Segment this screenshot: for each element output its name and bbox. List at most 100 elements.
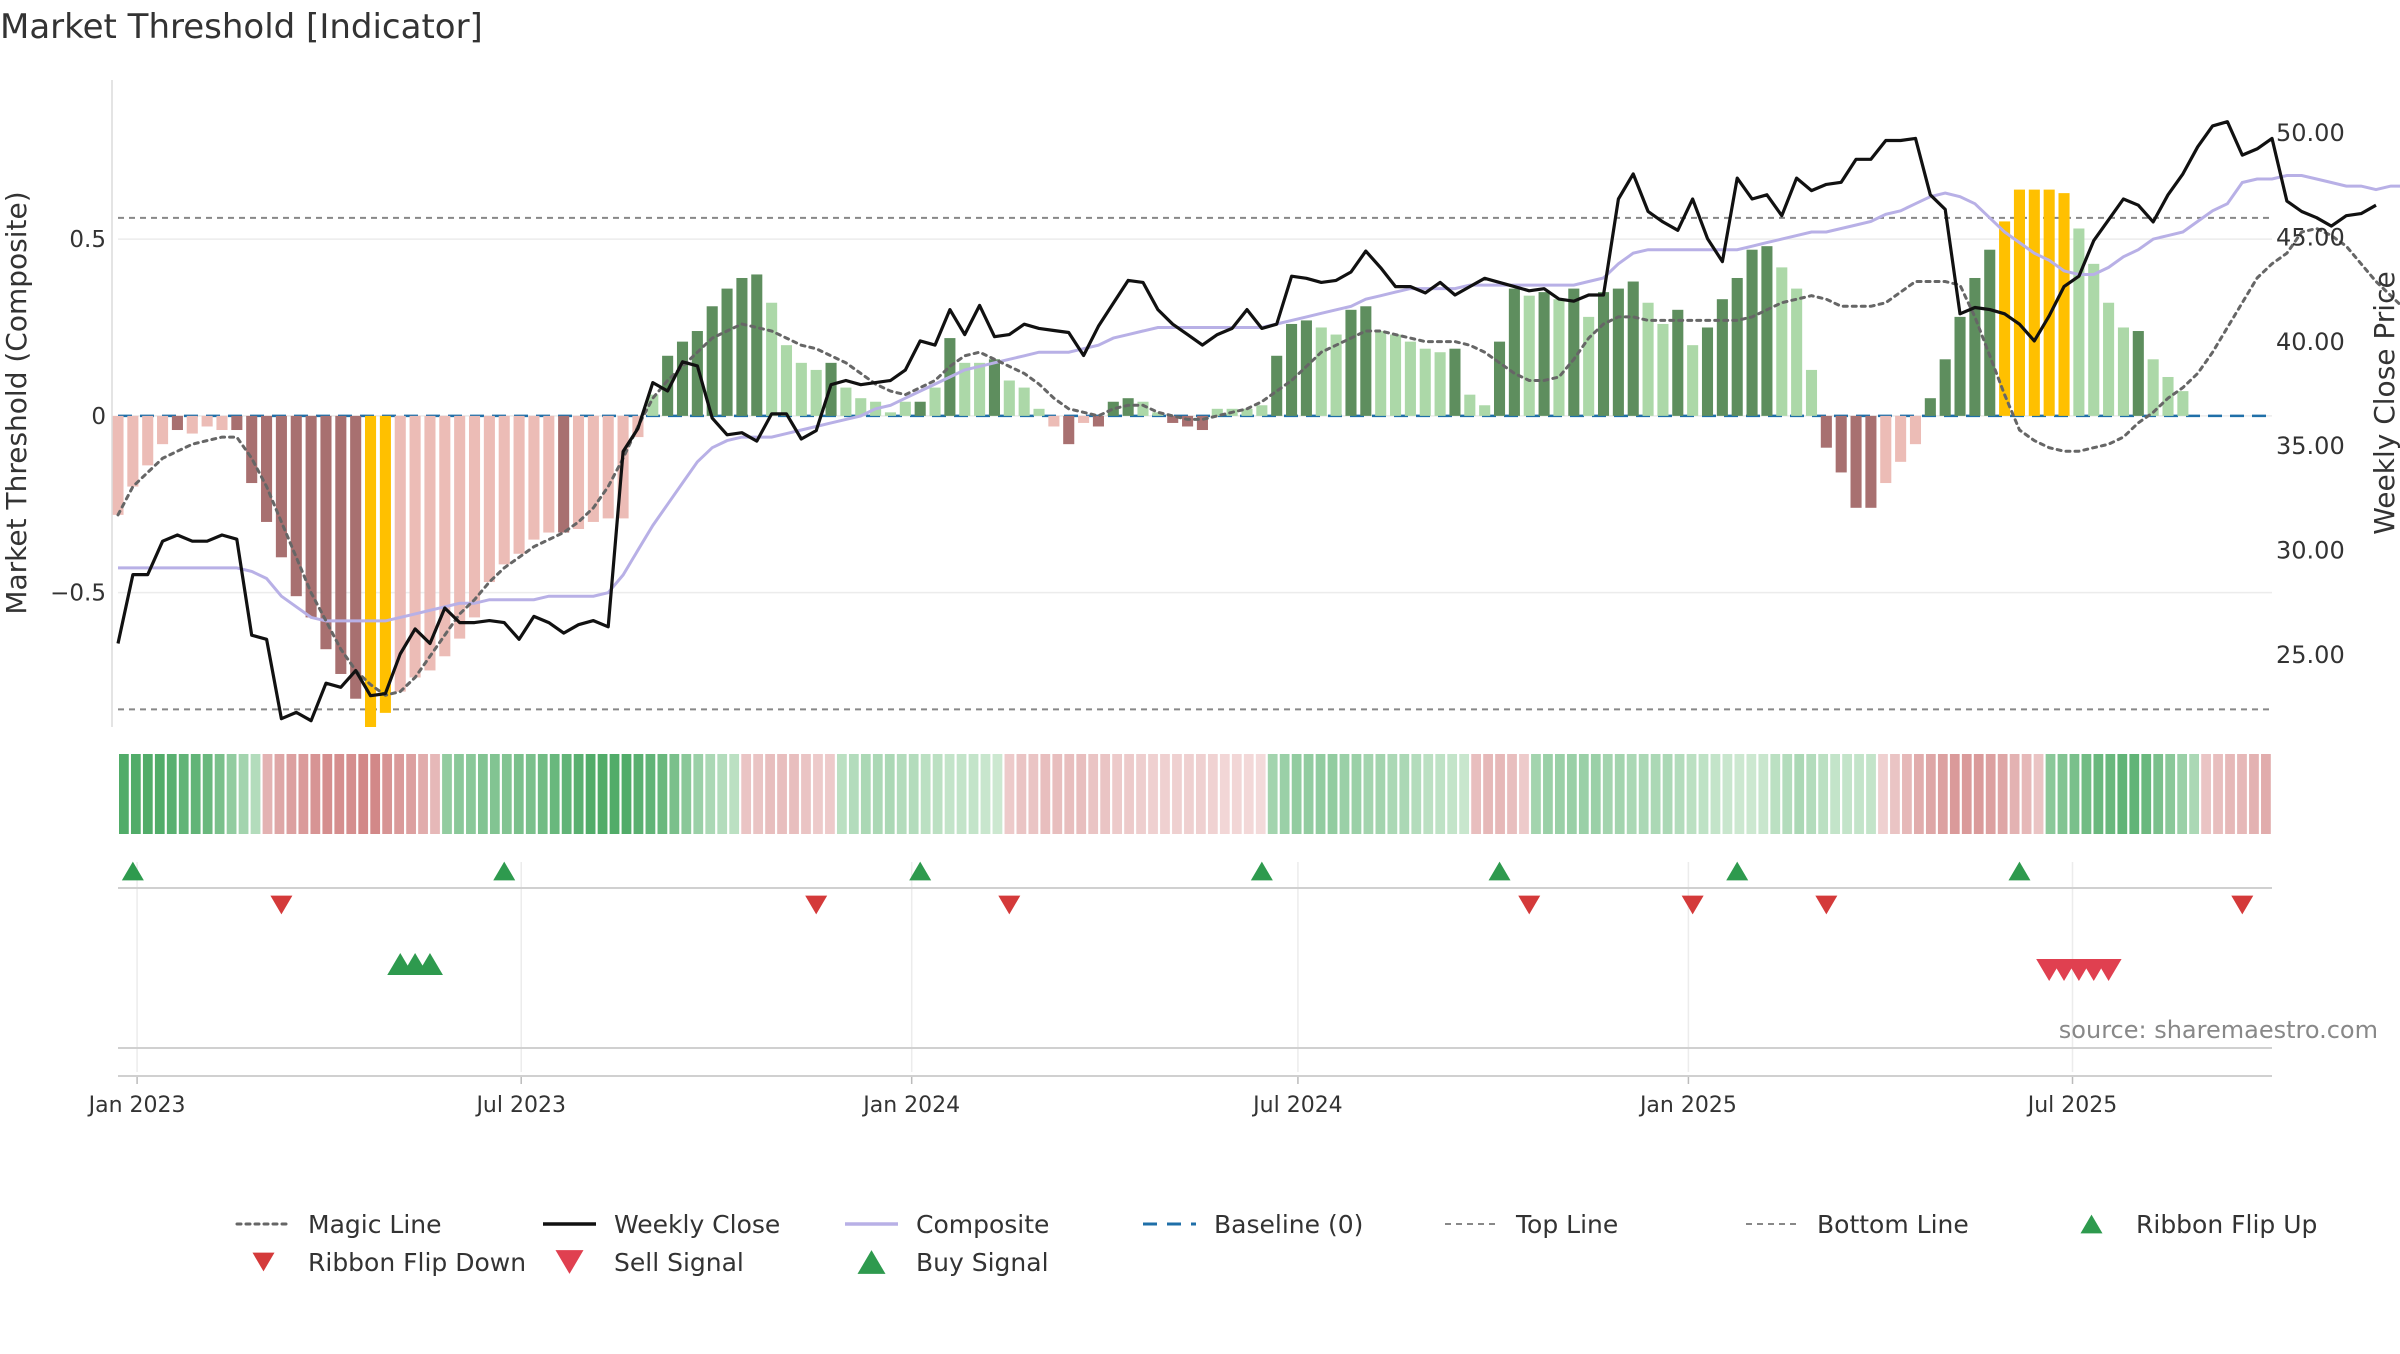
ribbon-cell xyxy=(2237,754,2247,834)
composite-bar xyxy=(1464,394,1476,416)
ribbon-cell xyxy=(872,754,883,834)
ribbon-cell xyxy=(1614,754,1625,834)
ribbon-cell xyxy=(1136,754,1146,834)
composite-bar xyxy=(275,415,287,558)
composite-bar xyxy=(1895,415,1907,462)
composite-bar xyxy=(1776,267,1788,416)
ribbon-cell xyxy=(2165,754,2176,834)
ribbon-cell xyxy=(430,754,440,834)
composite-bar xyxy=(1360,306,1372,416)
ribbon-cell xyxy=(621,754,632,834)
composite-bar xyxy=(1657,323,1669,416)
y-left-tick-label: 0.5 xyxy=(69,227,106,253)
ribbon-cell xyxy=(561,754,572,834)
ribbon-cell xyxy=(1315,754,1326,834)
composite-bar xyxy=(1078,415,1090,423)
composite-bar xyxy=(498,415,510,565)
composite-bar xyxy=(1791,288,1803,416)
ribbon-cell xyxy=(262,754,273,834)
y-right-tick-label: 30.00 xyxy=(2276,537,2345,565)
ribbon-cell xyxy=(1327,754,1338,834)
composite-bar xyxy=(1583,316,1595,416)
composite-bar xyxy=(261,415,273,522)
composite-bar xyxy=(558,415,570,533)
magic-line xyxy=(116,226,2400,697)
ribbon-cell xyxy=(286,754,297,834)
ribbon-cell xyxy=(573,754,584,834)
ribbon-cell xyxy=(1076,754,1087,834)
composite-bar xyxy=(2013,189,2026,416)
composite-bar xyxy=(1939,359,1951,416)
legend-item: Ribbon Flip Up xyxy=(2080,1210,2317,1239)
composite-bar xyxy=(454,415,466,639)
composite-bar xyxy=(1984,249,1996,416)
ribbon-cell xyxy=(274,754,285,834)
ribbon-cell xyxy=(920,754,931,834)
composite-bar xyxy=(157,415,169,445)
composite-bar xyxy=(959,362,971,416)
composite-bar xyxy=(736,277,748,416)
composite-bar xyxy=(1271,355,1283,416)
composite-bar xyxy=(1553,299,1565,416)
ribbon-cell xyxy=(1794,754,1805,834)
ribbon-cell xyxy=(789,754,799,834)
ribbon-cell xyxy=(298,754,309,834)
source-credit: source: sharemaestro.com xyxy=(2059,1016,2378,1044)
composite-bar xyxy=(483,415,495,583)
axes: 0.5 0 −0.5 50.00 45.00 40.00 35.00 30.00 25.00 Ma… xyxy=(0,80,2400,1118)
composite-bar xyxy=(1122,398,1134,416)
ribbon-cell xyxy=(1997,754,2008,834)
legend-label: Ribbon Flip Up xyxy=(2136,1210,2317,1239)
ribbon-cell xyxy=(513,754,524,834)
ribbon-cell xyxy=(1914,754,1924,834)
ribbon-cell xyxy=(1650,754,1661,834)
ribbon-cell xyxy=(597,754,608,834)
ribbon-cell xyxy=(1447,754,1458,834)
ribbon-cell xyxy=(142,754,153,834)
legend-label: Magic Line xyxy=(308,1210,442,1239)
ribbon-cell xyxy=(214,754,225,834)
legend-item: Sell Signal xyxy=(555,1248,744,1277)
composite-bar xyxy=(1969,277,1981,416)
composite-bar xyxy=(572,415,585,530)
composite-bar xyxy=(305,415,317,618)
composite-bar xyxy=(513,415,525,554)
ribbon-cell xyxy=(1698,754,1709,834)
composite-bar xyxy=(2058,193,2070,416)
legend: Magic Line Weekly Close Composite Baseline … xyxy=(235,1210,2317,1277)
ribbon-cell xyxy=(1782,754,1793,834)
ribbon-cell xyxy=(1854,754,1864,834)
composite-bar xyxy=(1954,316,1966,416)
ribbon-cell xyxy=(848,754,859,834)
composite-bar xyxy=(231,415,243,431)
ribbon-cell xyxy=(2093,754,2104,834)
composite-bar xyxy=(855,398,867,416)
ribbon-cell xyxy=(1770,754,1781,834)
ribbon-cell xyxy=(1423,754,1434,834)
ribbon-cell xyxy=(1172,754,1182,834)
ribbon-cell xyxy=(394,754,404,834)
composite-bar xyxy=(1716,299,1728,416)
composite-bar xyxy=(409,415,421,678)
ribbon-cell xyxy=(166,754,177,834)
ribbon-cell xyxy=(525,754,536,834)
composite-bar xyxy=(1018,387,1030,416)
composite-bar xyxy=(468,415,481,618)
ribbon-flip-down-marker xyxy=(998,895,1021,915)
composite-bar xyxy=(528,415,540,540)
ribbon-cell xyxy=(1555,754,1565,834)
ribbon-cell xyxy=(1566,754,1577,834)
ribbon-cell xyxy=(1028,754,1039,834)
ribbon-strip xyxy=(119,754,2271,834)
composite-bars xyxy=(112,189,2189,727)
legend-label: Buy Signal xyxy=(916,1248,1049,1277)
ribbon-cell xyxy=(1184,754,1194,834)
composite-bar xyxy=(1033,408,1045,416)
legend-item: Ribbon Flip Down xyxy=(252,1248,526,1277)
ribbon-cell xyxy=(741,754,752,834)
ribbon-flip-up-marker xyxy=(121,861,144,881)
legend-item: Bottom Line xyxy=(1746,1210,1969,1239)
ribbon-cell xyxy=(1459,754,1470,834)
composite-bar xyxy=(1211,408,1223,416)
